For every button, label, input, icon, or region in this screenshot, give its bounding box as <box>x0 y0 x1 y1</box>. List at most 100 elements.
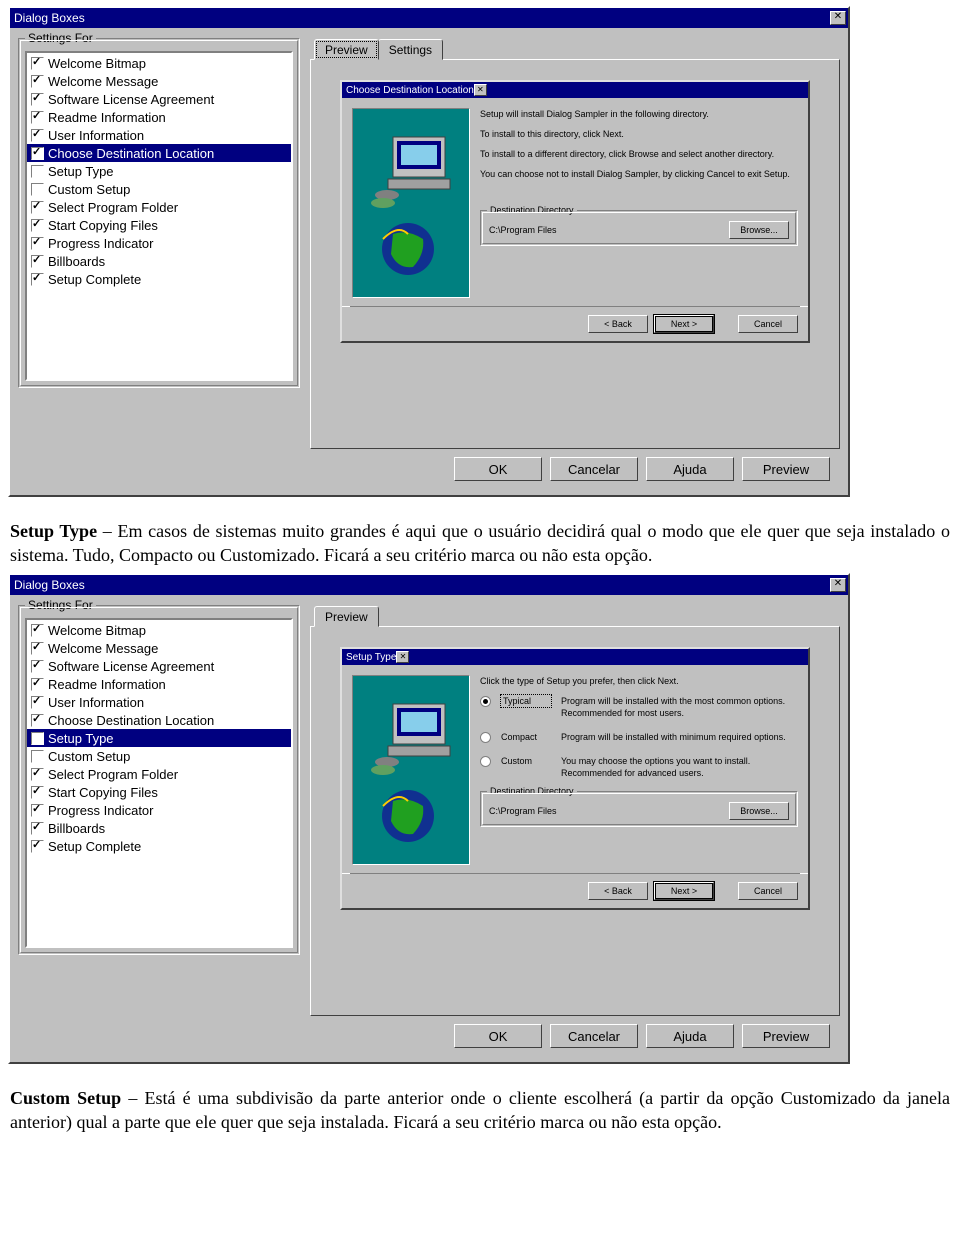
checkbox-icon[interactable] <box>31 660 44 673</box>
checkbox-icon[interactable] <box>31 732 44 745</box>
ok-button[interactable]: OK <box>454 1024 542 1048</box>
list-item[interactable]: Select Program Folder <box>27 765 291 783</box>
next-button[interactable]: Next > <box>654 882 714 900</box>
ok-button[interactable]: OK <box>454 457 542 481</box>
next-button[interactable]: Next > <box>654 315 714 333</box>
preview-button[interactable]: Preview <box>742 1024 830 1048</box>
radio-icon[interactable] <box>480 696 491 707</box>
list-item[interactable]: Choose Destination Location <box>27 144 291 162</box>
dialog-boxes-window-2: Dialog Boxes ✕ Settings For Welcome Bitm… <box>8 573 850 1064</box>
checkbox-icon[interactable] <box>31 57 44 70</box>
checkbox-icon[interactable] <box>31 147 44 160</box>
checkbox-icon[interactable] <box>31 696 44 709</box>
checkbox-icon[interactable] <box>31 714 44 727</box>
list-item[interactable]: Start Copying Files <box>27 216 291 234</box>
back-button[interactable]: < Back <box>588 882 648 900</box>
main-buttons: OK Cancelar Ajuda Preview <box>18 449 840 487</box>
list-item[interactable]: Progress Indicator <box>27 234 291 252</box>
cancel-button[interactable]: Cancel <box>738 882 798 900</box>
checkbox-icon[interactable] <box>31 750 44 763</box>
back-button[interactable]: < Back <box>588 315 648 333</box>
cancel-button[interactable]: Cancelar <box>550 1024 638 1048</box>
list-item[interactable]: Choose Destination Location <box>27 711 291 729</box>
checkbox-icon[interactable] <box>31 219 44 232</box>
list-item[interactable]: Software License Agreement <box>27 657 291 675</box>
list-item-label: Choose Destination Location <box>48 713 214 728</box>
list-item[interactable]: Start Copying Files <box>27 783 291 801</box>
close-icon[interactable]: ✕ <box>474 84 487 96</box>
checkbox-icon[interactable] <box>31 201 44 214</box>
checkbox-icon[interactable] <box>31 237 44 250</box>
checkbox-icon[interactable] <box>31 165 44 178</box>
installer-title: Choose Destination Location <box>346 85 474 96</box>
installer-art <box>352 108 470 298</box>
checkbox-icon[interactable] <box>31 93 44 106</box>
settings-for-label: Settings For <box>25 598 96 612</box>
list-item[interactable]: User Information <box>27 126 291 144</box>
settings-listbox[interactable]: Welcome BitmapWelcome MessageSoftware Li… <box>25 618 293 948</box>
list-item[interactable]: Welcome Message <box>27 72 291 90</box>
list-item[interactable]: Select Program Folder <box>27 198 291 216</box>
list-item[interactable]: Setup Type <box>27 162 291 180</box>
list-item[interactable]: Welcome Bitmap <box>27 54 291 72</box>
setup-type-option[interactable]: CompactProgram will be installed with mi… <box>480 731 798 743</box>
checkbox-icon[interactable] <box>31 255 44 268</box>
cancel-button[interactable]: Cancel <box>738 315 798 333</box>
list-item[interactable]: Billboards <box>27 819 291 837</box>
preview-panel: Setup Type ✕ <box>310 626 840 1016</box>
checkbox-icon[interactable] <box>31 786 44 799</box>
checkbox-icon[interactable] <box>31 183 44 196</box>
cancel-button[interactable]: Cancelar <box>550 457 638 481</box>
list-item[interactable]: Readme Information <box>27 108 291 126</box>
radio-icon[interactable] <box>480 732 491 743</box>
close-icon[interactable]: ✕ <box>830 11 846 25</box>
tab-preview[interactable]: Preview <box>314 606 379 627</box>
list-item[interactable]: Setup Complete <box>27 837 291 855</box>
list-item-label: Custom Setup <box>48 182 130 197</box>
checkbox-icon[interactable] <box>31 273 44 286</box>
list-item[interactable]: Custom Setup <box>27 747 291 765</box>
close-icon[interactable]: ✕ <box>396 651 409 663</box>
titlebar[interactable]: Dialog Boxes ✕ <box>10 8 848 28</box>
preview-button[interactable]: Preview <box>742 457 830 481</box>
radio-label: Typical <box>501 695 551 707</box>
list-item[interactable]: User Information <box>27 693 291 711</box>
window-title: Dialog Boxes <box>14 11 85 25</box>
settings-listbox[interactable]: Welcome BitmapWelcome Message Software Li… <box>25 51 293 381</box>
list-item[interactable]: Readme Information <box>27 675 291 693</box>
list-item[interactable]: Software License Agreement <box>27 90 291 108</box>
checkbox-icon[interactable] <box>31 111 44 124</box>
checkbox-icon[interactable] <box>31 129 44 142</box>
browse-button[interactable]: Browse... <box>729 802 789 820</box>
checkbox-icon[interactable] <box>31 840 44 853</box>
list-item[interactable]: Billboards <box>27 252 291 270</box>
tab-preview[interactable]: Preview <box>314 39 379 60</box>
list-item[interactable]: Progress Indicator <box>27 801 291 819</box>
list-item[interactable]: Welcome Message <box>27 639 291 657</box>
checkbox-icon[interactable] <box>31 804 44 817</box>
close-icon[interactable]: ✕ <box>830 578 846 592</box>
settings-for-group: Settings For Welcome BitmapWelcome Messa… <box>18 605 300 955</box>
checkbox-icon[interactable] <box>31 75 44 88</box>
list-item[interactable]: Custom Setup <box>27 180 291 198</box>
list-item[interactable]: Setup Type <box>27 729 291 747</box>
titlebar[interactable]: Dialog Boxes ✕ <box>10 575 848 595</box>
help-button[interactable]: Ajuda <box>646 457 734 481</box>
checkbox-icon[interactable] <box>31 768 44 781</box>
checkbox-icon[interactable] <box>31 678 44 691</box>
help-button[interactable]: Ajuda <box>646 1024 734 1048</box>
radio-icon[interactable] <box>480 756 491 767</box>
list-item-label: Custom Setup <box>48 749 130 764</box>
list-item[interactable]: Setup Complete <box>27 270 291 288</box>
list-item-label: Software License Agreement <box>48 92 214 107</box>
browse-button[interactable]: Browse... <box>729 221 789 239</box>
destination-label: Destination Directory <box>487 785 577 797</box>
checkbox-icon[interactable] <box>31 642 44 655</box>
checkbox-icon[interactable] <box>31 822 44 835</box>
tab-settings[interactable]: Settings <box>378 39 443 60</box>
setup-type-option[interactable]: CustomYou may choose the options you wan… <box>480 755 798 779</box>
list-item-label: User Information <box>48 128 144 143</box>
checkbox-icon[interactable] <box>31 624 44 637</box>
list-item[interactable]: Welcome Bitmap <box>27 621 291 639</box>
setup-type-option[interactable]: TypicalProgram will be installed with th… <box>480 695 798 719</box>
